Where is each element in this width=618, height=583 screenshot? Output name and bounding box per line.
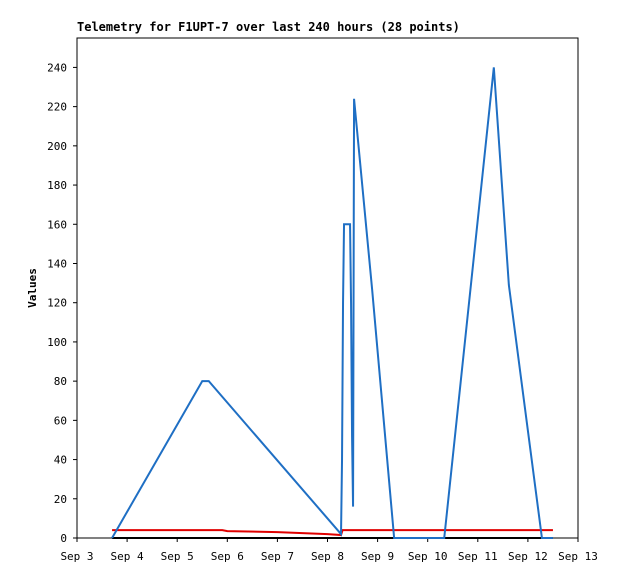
y-axis-label: Values (26, 268, 39, 308)
x-tick-label: Sep 12 (508, 550, 548, 563)
x-tick-label: Sep 5 (161, 550, 194, 563)
x-tick-label: Sep 7 (261, 550, 294, 563)
y-tick-label: 20 (54, 493, 67, 506)
y-tick-label: 180 (47, 179, 67, 192)
x-tick-label: Sep 6 (211, 550, 244, 563)
y-tick-label: 160 (47, 218, 67, 231)
chart-title: Telemetry for F1UPT-7 over last 240 hour… (77, 20, 460, 34)
x-tick-label: Sep 3 (60, 550, 93, 563)
y-tick-label: 0 (60, 532, 67, 545)
y-tick-label: 220 (47, 101, 67, 114)
x-tick-label: Sep 8 (311, 550, 344, 563)
x-tick-label: Sep 4 (111, 550, 144, 563)
y-tick-label: 240 (47, 61, 67, 74)
y-tick-label: 120 (47, 297, 67, 310)
x-tick-label: Sep 9 (361, 550, 394, 563)
x-tick-label: Sep 10 (408, 550, 448, 563)
x-tick-label: Sep 11 (458, 550, 498, 563)
series-line (112, 529, 553, 537)
series-line (111, 67, 553, 539)
y-tick-label: 80 (54, 375, 67, 388)
y-tick-label: 60 (54, 414, 67, 427)
plot-frame (76, 37, 579, 539)
y-tick-label: 100 (47, 336, 67, 349)
y-tick-label: 40 (54, 454, 67, 467)
y-tick-label: 200 (47, 140, 67, 153)
x-tick-label: Sep 13 (558, 550, 598, 563)
y-tick-label: 140 (47, 257, 67, 270)
